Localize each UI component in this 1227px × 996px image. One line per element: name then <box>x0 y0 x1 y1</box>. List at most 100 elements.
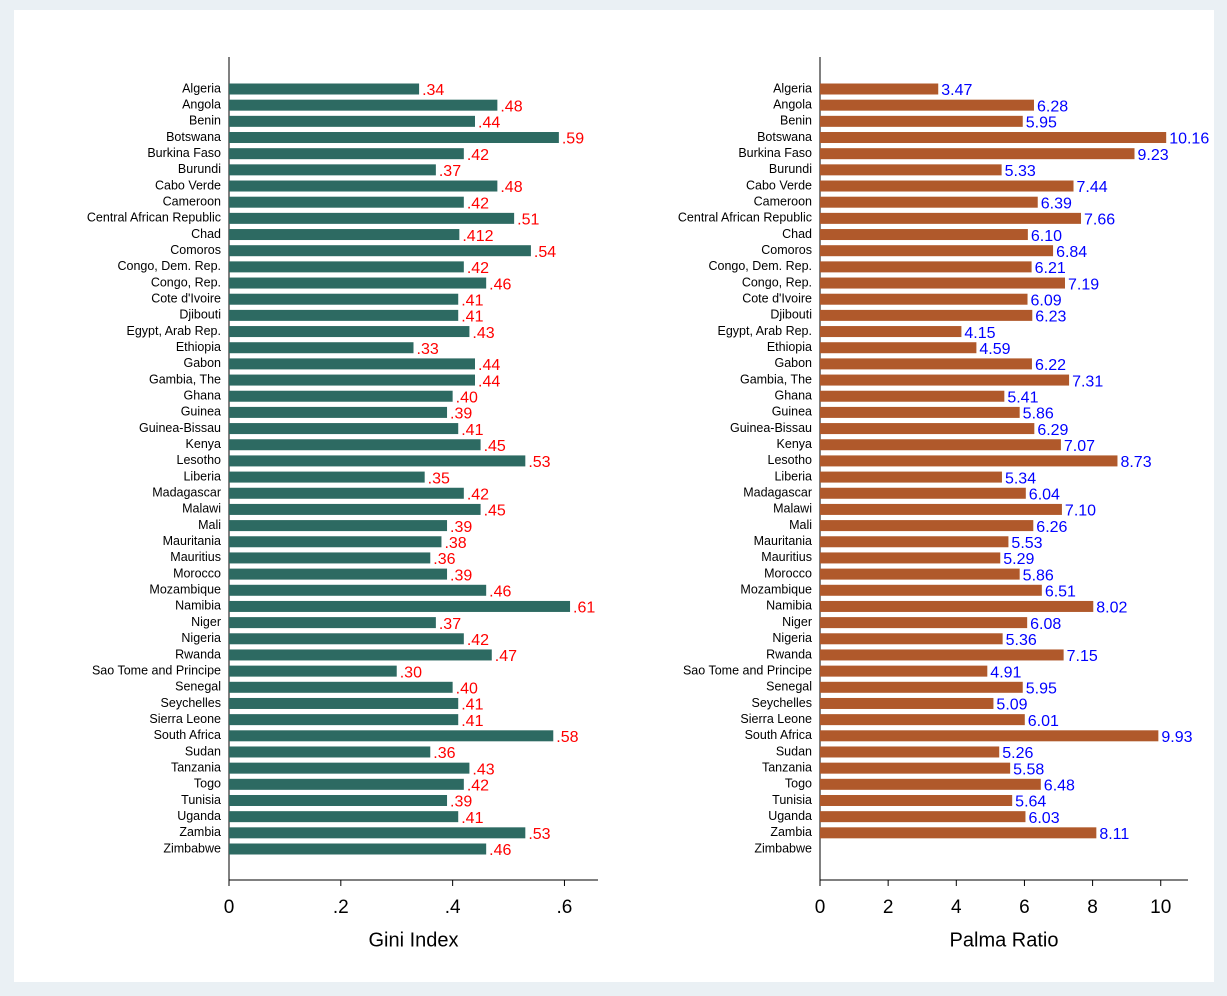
value-label: .46 <box>489 583 511 600</box>
bar <box>229 293 459 305</box>
value-label: 5.34 <box>1005 470 1036 487</box>
value-label: .43 <box>472 761 494 778</box>
bar <box>229 746 431 758</box>
bar <box>820 406 1020 418</box>
value-label: .45 <box>484 503 506 520</box>
value-label: 5.09 <box>996 697 1027 714</box>
y-tick-label: Mali <box>789 518 812 532</box>
x-tick-label: 2 <box>883 897 894 918</box>
y-tick-label: Congo, Rep. <box>151 275 221 289</box>
y-tick-label: Namibia <box>175 599 221 613</box>
y-tick-label: Angola <box>182 97 221 111</box>
x-tick-label: 0 <box>224 897 235 918</box>
y-tick-label: Mauritania <box>754 534 812 548</box>
y-tick-label: Comoros <box>761 243 812 257</box>
y-tick-label: Tunisia <box>181 793 221 807</box>
value-label: .39 <box>450 794 472 811</box>
y-tick-label: Lesotho <box>768 453 813 467</box>
bar <box>229 115 475 127</box>
value-label: 8.73 <box>1120 454 1151 471</box>
bar <box>229 423 459 435</box>
y-tick-label: Zambia <box>179 825 221 839</box>
y-tick-label: Zambia <box>770 825 812 839</box>
y-tick-label: Cote d'Ivoire <box>742 292 812 306</box>
y-tick-label: Burundi <box>769 162 812 176</box>
y-tick-label: Mauritius <box>170 550 221 564</box>
y-tick-label: Sierra Leone <box>149 712 221 726</box>
bar <box>229 811 459 823</box>
y-tick-label: Ethiopia <box>176 340 221 354</box>
y-tick-label: Cameroon <box>754 194 812 208</box>
bar <box>820 277 1065 289</box>
bar <box>229 520 448 532</box>
bar <box>229 229 460 241</box>
bar <box>229 617 436 629</box>
bar <box>820 794 1013 806</box>
bar <box>229 649 492 661</box>
y-tick-label: Guinea-Bissau <box>730 421 812 435</box>
bar <box>229 471 425 483</box>
bar <box>229 374 475 386</box>
bar <box>229 148 464 160</box>
x-tick-label: .6 <box>557 897 573 918</box>
y-tick-label: Morocco <box>764 566 812 580</box>
value-label: .40 <box>456 389 478 406</box>
y-tick-label: Madagascar <box>743 486 812 500</box>
bar <box>229 261 464 273</box>
bar <box>229 778 464 790</box>
value-label: .36 <box>433 551 455 568</box>
value-label: 6.01 <box>1028 713 1059 730</box>
y-tick-label: Benin <box>780 114 812 128</box>
value-label: 6.08 <box>1030 616 1061 633</box>
bar <box>820 390 1005 402</box>
value-label: 7.15 <box>1067 648 1098 665</box>
bar <box>229 439 481 451</box>
bar <box>820 552 1001 564</box>
value-label: .48 <box>500 98 522 115</box>
y-tick-label: Nigeria <box>181 631 221 645</box>
bar <box>820 261 1032 273</box>
x-tick-label: 8 <box>1087 897 1098 918</box>
bar <box>229 843 487 855</box>
bar <box>820 229 1028 241</box>
y-tick-label: Cabo Verde <box>746 178 812 192</box>
bar <box>820 503 1062 515</box>
y-tick-label: Benin <box>189 114 221 128</box>
value-label: .39 <box>450 519 472 536</box>
y-tick-label: Rwanda <box>175 647 221 661</box>
bar <box>820 455 1118 467</box>
value-label: 5.33 <box>1005 163 1036 180</box>
value-label: .40 <box>456 681 478 698</box>
value-label: .46 <box>489 842 511 859</box>
bar <box>820 536 1009 548</box>
value-label: .42 <box>467 486 489 503</box>
value-label: .44 <box>478 115 500 132</box>
y-tick-label: Malawi <box>773 502 812 516</box>
bar <box>820 778 1041 790</box>
y-tick-label: Zimbabwe <box>754 841 812 855</box>
y-tick-label: South Africa <box>154 728 221 742</box>
y-tick-label: Gambia, The <box>149 372 221 386</box>
y-tick-label: Madagascar <box>152 486 221 500</box>
y-tick-label: Congo, Dem. Rep. <box>117 259 221 273</box>
y-tick-label: Niger <box>782 615 812 629</box>
value-label: 9.23 <box>1138 147 1169 164</box>
value-label: .37 <box>439 163 461 180</box>
bar <box>820 520 1034 532</box>
bar <box>229 212 515 224</box>
y-tick-label: Burkina Faso <box>147 146 221 160</box>
bar <box>229 536 442 548</box>
value-label: 7.10 <box>1065 503 1096 520</box>
x-tick-label: 10 <box>1150 897 1171 918</box>
bar <box>229 132 559 144</box>
y-tick-label: Seychelles <box>752 696 812 710</box>
value-label: .53 <box>528 454 550 471</box>
bar <box>229 99 498 111</box>
bar <box>820 132 1167 144</box>
value-label: 4.15 <box>964 325 995 342</box>
value-label: .36 <box>433 745 455 762</box>
value-label: 6.39 <box>1041 195 1072 212</box>
y-tick-label: Rwanda <box>766 647 812 661</box>
value-label: .48 <box>500 179 522 196</box>
y-tick-label: Niger <box>191 615 221 629</box>
